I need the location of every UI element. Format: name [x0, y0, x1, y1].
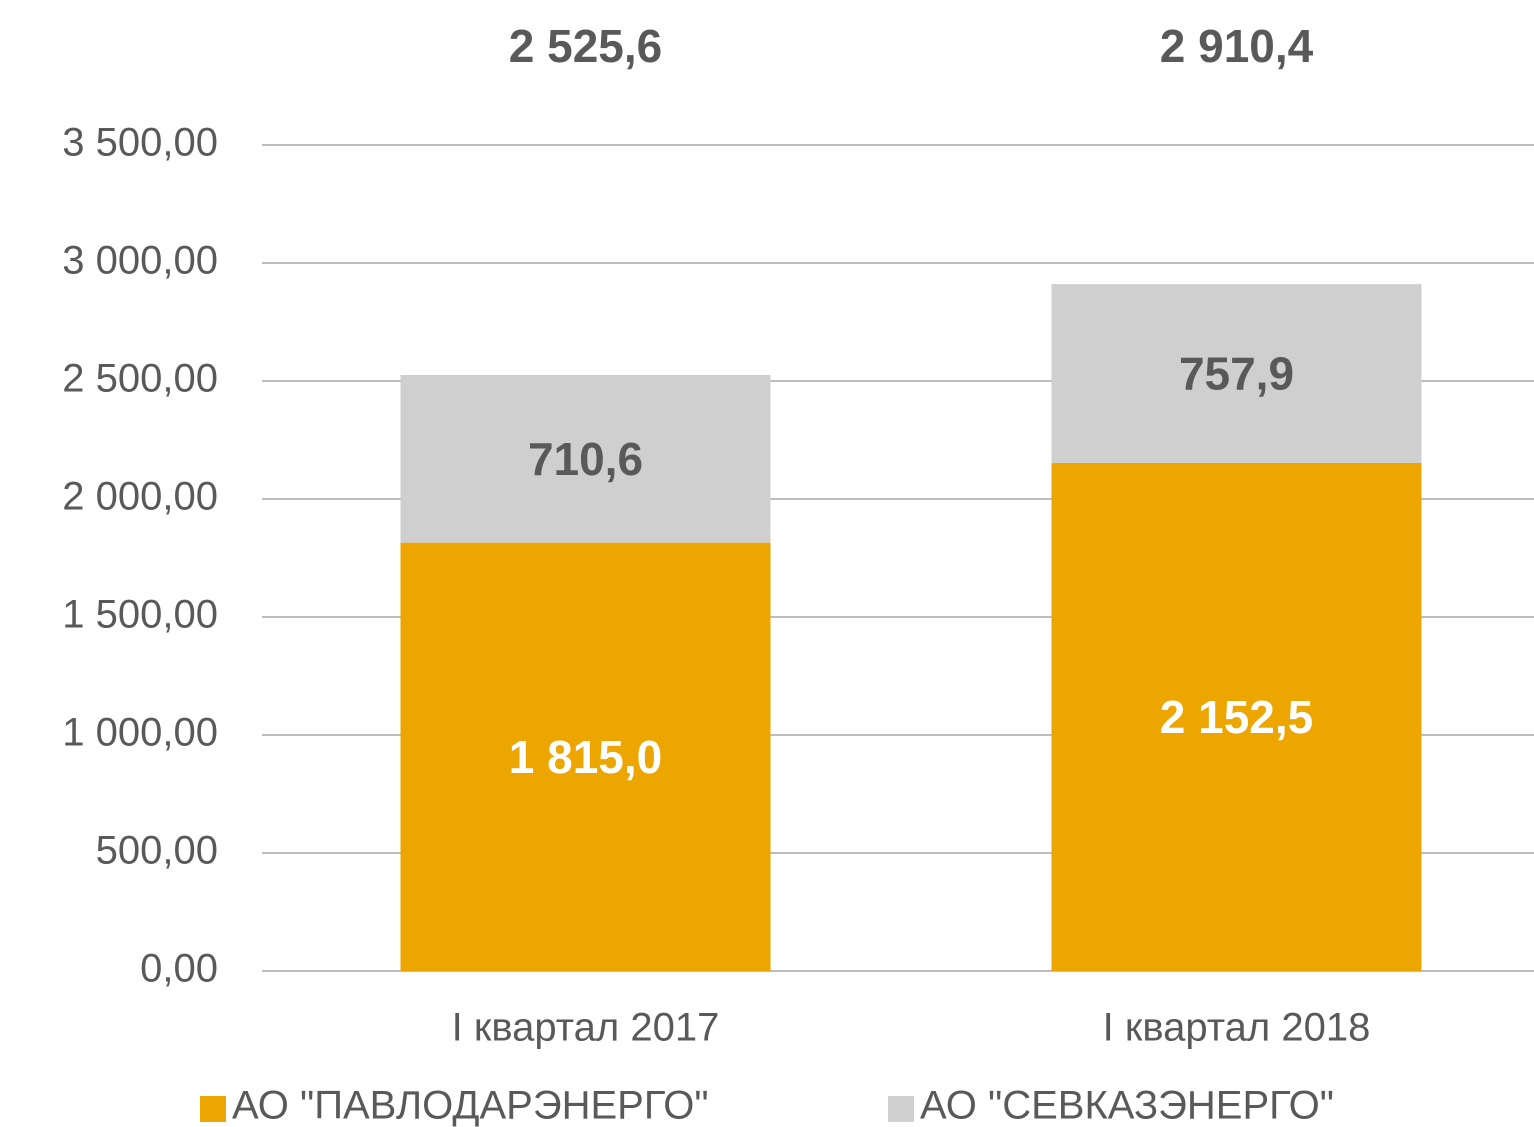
bar-segment — [400, 374, 771, 543]
x-tick-label: I квартал 2017 — [452, 1006, 720, 1050]
legend-label: АО "ПАВЛОДАРЭНЕРГО" — [232, 1084, 709, 1127]
bar-segment — [400, 542, 771, 971]
data-label: 1 815,0 — [509, 731, 662, 783]
y-tick-label: 3 000,00 — [62, 239, 218, 283]
y-tick-label: 1 500,00 — [62, 593, 218, 637]
data-label: 2 152,5 — [1160, 691, 1313, 743]
legend-label: АО "СЕВКАЗЭНЕРГО" — [920, 1084, 1334, 1127]
y-tick-label: 1 000,00 — [62, 711, 218, 755]
legend-swatch — [200, 1096, 226, 1122]
y-tick-label: 500,00 — [96, 829, 218, 873]
y-tick-label: 2 000,00 — [62, 475, 218, 519]
total-label: 2 910,4 — [1160, 20, 1314, 72]
legend-swatch — [888, 1096, 914, 1122]
bar-segment — [1051, 463, 1422, 971]
y-tick-label: 0,00 — [140, 947, 218, 991]
x-tick-label: I квартал 2018 — [1103, 1006, 1371, 1050]
bar-segment — [1051, 284, 1422, 464]
y-tick-label: 3 500,00 — [62, 121, 218, 165]
total-label: 2 525,6 — [509, 20, 662, 72]
y-tick-label: 2 500,00 — [62, 357, 218, 401]
data-label: 710,6 — [528, 433, 643, 485]
data-label: 757,9 — [1179, 348, 1294, 400]
